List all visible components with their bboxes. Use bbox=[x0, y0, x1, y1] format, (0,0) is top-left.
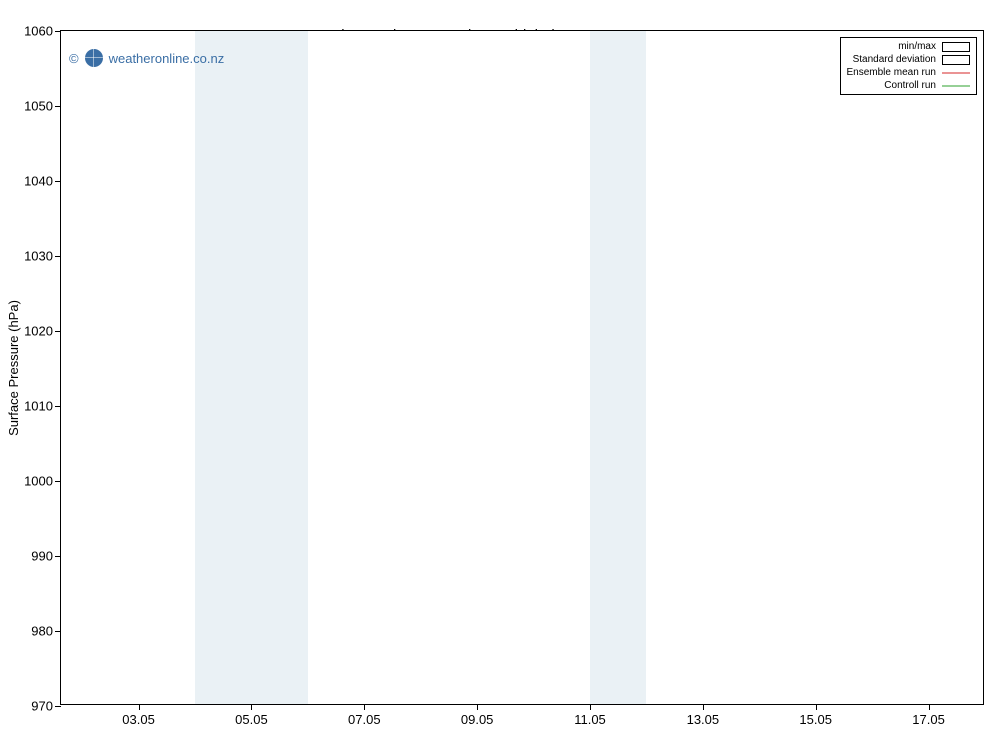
weekend-band bbox=[195, 31, 308, 704]
x-tick-mark bbox=[590, 704, 591, 710]
legend-swatch bbox=[942, 42, 970, 52]
y-tick-mark bbox=[55, 481, 61, 482]
x-tick-mark bbox=[477, 704, 478, 710]
watermark-text: weatheronline.co.nz bbox=[109, 51, 225, 66]
x-tick-mark bbox=[364, 704, 365, 710]
y-tick-mark bbox=[55, 256, 61, 257]
legend: min/maxStandard deviationEnsemble mean r… bbox=[840, 37, 978, 95]
legend-label: Controll run bbox=[884, 79, 936, 92]
legend-label: Ensemble mean run bbox=[847, 66, 937, 79]
y-tick-mark bbox=[55, 31, 61, 32]
globe-icon bbox=[85, 49, 103, 67]
legend-item: min/max bbox=[847, 40, 971, 53]
y-tick-mark bbox=[55, 106, 61, 107]
legend-item: Standard deviation bbox=[847, 53, 971, 66]
y-tick-mark bbox=[55, 181, 61, 182]
chart-root: CMC-ENS Time Series Amsterdam-Schiphol W… bbox=[0, 0, 1000, 733]
copyright-symbol: © bbox=[69, 51, 79, 66]
y-tick-mark bbox=[55, 631, 61, 632]
plot-area: min/maxStandard deviationEnsemble mean r… bbox=[60, 30, 984, 705]
legend-swatch bbox=[942, 81, 970, 91]
weekend-band bbox=[590, 31, 646, 704]
legend-item: Controll run bbox=[847, 79, 971, 92]
legend-swatch bbox=[942, 68, 970, 78]
y-tick-mark bbox=[55, 406, 61, 407]
y-tick-mark bbox=[55, 706, 61, 707]
y-tick-mark bbox=[55, 556, 61, 557]
legend-swatch bbox=[942, 55, 970, 65]
legend-label: min/max bbox=[898, 40, 936, 53]
watermark: © weatheronline.co.nz bbox=[69, 49, 224, 67]
x-tick-mark bbox=[816, 704, 817, 710]
x-tick-mark bbox=[703, 704, 704, 710]
y-tick-mark bbox=[55, 331, 61, 332]
legend-label: Standard deviation bbox=[853, 53, 936, 66]
x-tick-mark bbox=[929, 704, 930, 710]
x-tick-mark bbox=[251, 704, 252, 710]
y-axis-label: Surface Pressure (hPa) bbox=[6, 300, 21, 436]
x-tick-mark bbox=[139, 704, 140, 710]
legend-item: Ensemble mean run bbox=[847, 66, 971, 79]
